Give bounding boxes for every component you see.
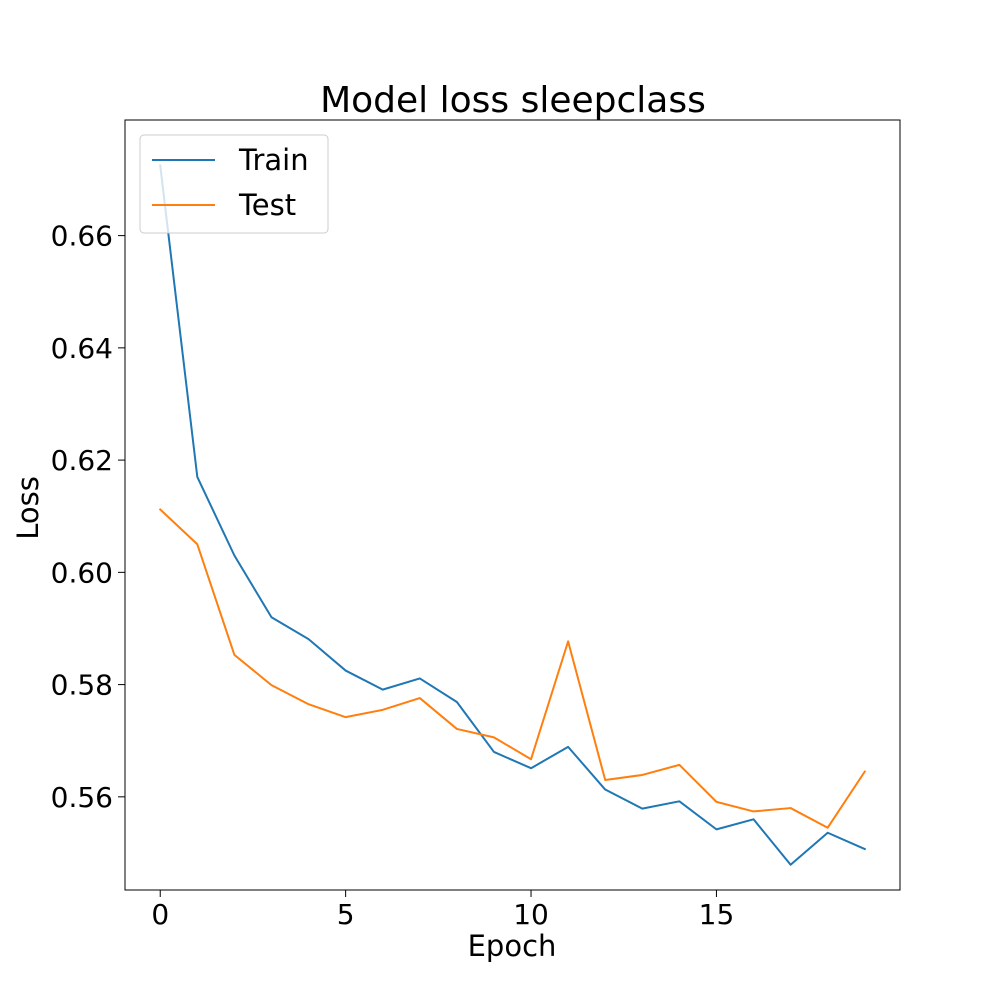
x-axis-label: Epoch — [468, 929, 557, 963]
y-axis-label: Loss — [11, 476, 45, 540]
y-axis-ticks: 0.56 0.58 0.60 0.62 0.64 0.66 — [51, 220, 125, 814]
x-tick-label: 5 — [337, 898, 355, 931]
x-axis-ticks: 0 5 10 15 — [151, 890, 734, 931]
series-line-train — [159, 164, 867, 866]
series-layer — [158, 164, 867, 866]
plot-area-frame — [124, 119, 901, 891]
y-tick-label: 0.58 — [51, 669, 113, 702]
legend-label-test: Test — [238, 188, 296, 222]
chart-title: Model loss sleepclass — [320, 80, 706, 121]
y-tick-label: 0.64 — [51, 332, 113, 365]
x-tick-label: 15 — [699, 898, 735, 931]
x-tick-label: 0 — [151, 898, 169, 931]
y-tick-label: 0.56 — [51, 781, 113, 814]
x-tick-label: 10 — [513, 898, 549, 931]
legend: Train Test — [139, 134, 329, 234]
y-tick-label: 0.62 — [51, 444, 113, 477]
series-line-test — [158, 508, 867, 829]
y-tick-label: 0.60 — [51, 556, 113, 589]
legend-label-train: Train — [238, 143, 309, 177]
y-tick-label: 0.66 — [51, 220, 113, 253]
